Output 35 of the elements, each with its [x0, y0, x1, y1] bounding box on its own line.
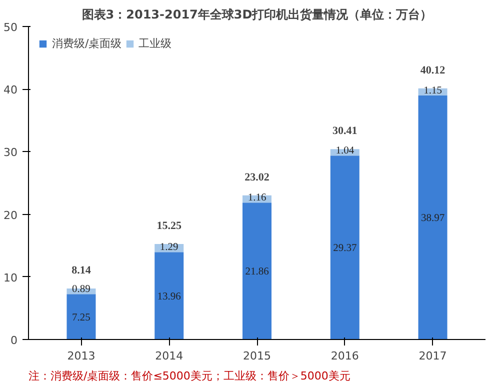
bar — [154, 252, 184, 340]
data-label: 0.89 — [72, 284, 90, 296]
chart-title: 图表3：2013-2017年全球3D打印机出货量情况（单位：万台） — [82, 8, 432, 22]
data-label: 29.37 — [333, 243, 357, 254]
bar — [418, 96, 448, 340]
x-tick-label: 2015 — [243, 350, 272, 362]
text: 注：消费级/桌面级：售价≤5000美元；工业级：售价＞5000美元 — [28, 370, 350, 382]
data-label: 13.96 — [157, 291, 181, 302]
data-label: 1.04 — [336, 146, 355, 157]
data-label: 7.25 — [72, 312, 90, 324]
y-tick-label: 30 — [4, 146, 18, 160]
legend-label: 消费级/桌面级 — [52, 36, 122, 51]
total-label: 40.12 — [420, 64, 446, 76]
x-tick-label: 2014 — [155, 350, 184, 362]
data-label: 1.29 — [160, 242, 178, 254]
data-label: 38.97 — [420, 213, 445, 224]
bar — [330, 156, 360, 340]
bar — [242, 202, 272, 340]
total-label: 15.25 — [156, 220, 182, 232]
total-label: 23.02 — [244, 171, 270, 184]
x-tick-label: 2016 — [330, 350, 359, 362]
y-tick-label: 40 — [4, 84, 18, 97]
x-tick-label: 2017 — [418, 350, 447, 362]
total-label: 30.41 — [332, 125, 358, 138]
data-label: 21.86 — [245, 266, 269, 278]
data-label: 1.16 — [248, 192, 266, 204]
y-tick-label: 0 — [10, 334, 18, 347]
x-tick-label: 2013 — [67, 350, 96, 362]
legend-label: 工业级 — [138, 36, 172, 51]
data-label: 1.15 — [424, 86, 442, 97]
total-label: 8.14 — [72, 264, 92, 277]
y-tick-label: 10 — [4, 271, 18, 284]
bar — [66, 294, 96, 340]
y-tick-label: 20 — [4, 208, 18, 222]
y-tick-label: 50 — [4, 21, 18, 34]
